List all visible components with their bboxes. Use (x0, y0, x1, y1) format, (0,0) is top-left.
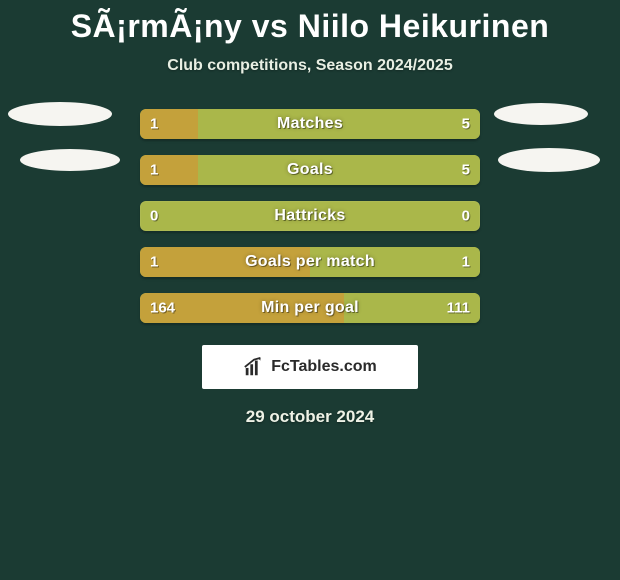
stat-row: 0 Hattricks 0 (0, 199, 620, 233)
bar-fill-left (140, 109, 198, 139)
stat-row: 1 Goals per match 1 (0, 245, 620, 279)
stat-label: Hattricks (140, 207, 480, 225)
player-badge-right (498, 148, 600, 172)
bar-fill-right (198, 109, 480, 139)
stat-row: 1 Matches 5 (0, 107, 620, 141)
stat-bar: 1 Matches 5 (140, 109, 480, 139)
stat-bar: 1 Goals 5 (140, 155, 480, 185)
bar-fill-right (344, 293, 480, 323)
subtitle: Club competitions, Season 2024/2025 (0, 57, 620, 75)
stats-chart: 1 Matches 5 1 Goals 5 0 Hat (0, 107, 620, 325)
bar-fill-left (140, 293, 344, 323)
stat-bar: 1 Goals per match 1 (140, 247, 480, 277)
page-title: SÃ¡rmÃ¡ny vs Niilo Heikurinen (0, 0, 620, 45)
bar-fill-left (140, 155, 198, 185)
chart-icon (243, 356, 265, 378)
stat-row: 1 Goals 5 (0, 153, 620, 187)
player-badge-right (494, 103, 588, 125)
stat-row: 164 Min per goal 111 (0, 291, 620, 325)
bar-fill-right (198, 155, 480, 185)
stat-bar: 164 Min per goal 111 (140, 293, 480, 323)
comparison-card: SÃ¡rmÃ¡ny vs Niilo Heikurinen Club compe… (0, 0, 620, 580)
bar-fill-left (140, 247, 310, 277)
player-badge-left (8, 102, 112, 126)
attribution-text: FcTables.com (271, 358, 377, 376)
bar-fill-right (310, 247, 480, 277)
stat-bar: 0 Hattricks 0 (140, 201, 480, 231)
date-label: 29 october 2024 (0, 407, 620, 427)
attribution-box[interactable]: FcTables.com (202, 345, 418, 389)
stat-val-left: 0 (150, 208, 158, 225)
stat-val-right: 0 (462, 208, 470, 225)
player-badge-left (20, 149, 120, 171)
